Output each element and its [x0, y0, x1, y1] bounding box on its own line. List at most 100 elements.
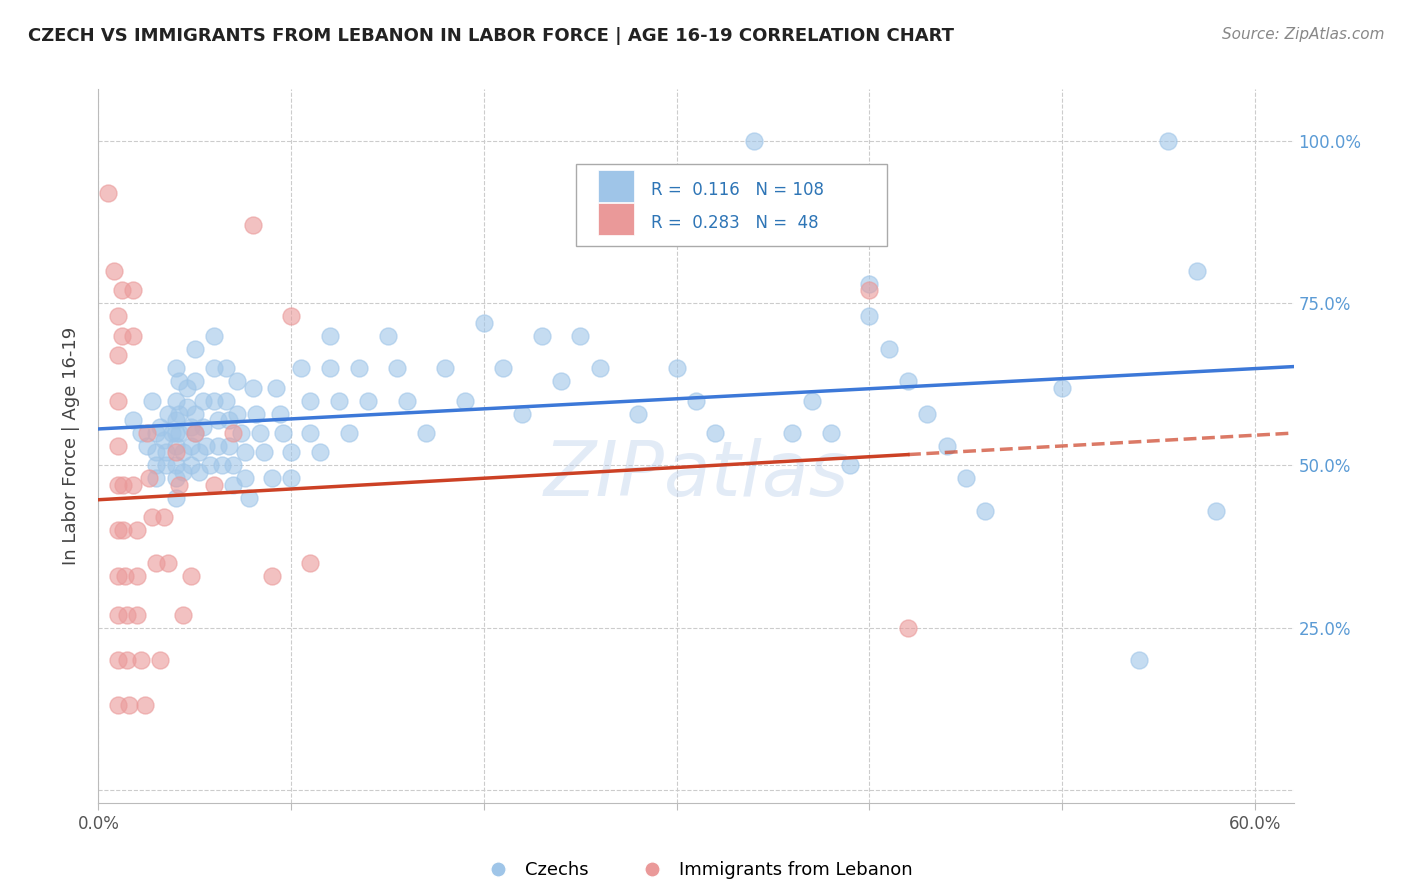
- Point: [169, 425, 191, 440]
- Point: [191, 419, 214, 434]
- Point: [149, 419, 172, 434]
- Point: [202, 361, 225, 376]
- Point: [165, 491, 187, 505]
- Point: [897, 621, 920, 635]
- Point: [1185, 264, 1208, 278]
- Point: [184, 374, 207, 388]
- Point: [153, 433, 176, 447]
- Point: [820, 425, 842, 440]
- Point: [172, 607, 194, 622]
- Point: [184, 425, 207, 440]
- Point: [273, 425, 295, 440]
- Point: [156, 556, 179, 570]
- Point: [858, 310, 880, 324]
- Point: [280, 471, 302, 485]
- Point: [141, 510, 163, 524]
- Point: [180, 419, 202, 434]
- Point: [165, 458, 187, 473]
- Point: [184, 342, 207, 356]
- Point: [1050, 381, 1073, 395]
- Point: [107, 524, 129, 538]
- Point: [117, 607, 139, 622]
- Point: [665, 361, 688, 376]
- Point: [395, 393, 418, 408]
- Point: [110, 328, 132, 343]
- Point: [110, 283, 132, 297]
- Point: [97, 186, 120, 200]
- Point: [858, 283, 880, 297]
- Point: [149, 653, 172, 667]
- Point: [328, 393, 350, 408]
- Point: [107, 568, 129, 582]
- Point: [269, 407, 291, 421]
- Point: [107, 653, 129, 667]
- Point: [249, 425, 271, 440]
- Point: [155, 445, 177, 459]
- Text: ZIPatlas: ZIPatlas: [543, 438, 849, 511]
- Point: [118, 698, 141, 713]
- Point: [935, 439, 957, 453]
- Point: [280, 310, 302, 324]
- Point: [103, 264, 125, 278]
- Point: [107, 310, 129, 324]
- Point: [233, 471, 256, 485]
- Point: [129, 425, 152, 440]
- Point: [347, 361, 370, 376]
- Point: [385, 361, 409, 376]
- Point: [226, 374, 249, 388]
- Point: [107, 478, 129, 492]
- Legend: Czechs, Immigrants from Lebanon: Czechs, Immigrants from Lebanon: [472, 855, 920, 887]
- Point: [214, 393, 236, 408]
- Point: [122, 413, 145, 427]
- Point: [114, 568, 136, 582]
- Point: [229, 425, 252, 440]
- Point: [107, 698, 129, 713]
- FancyBboxPatch shape: [598, 203, 634, 235]
- Point: [357, 393, 380, 408]
- Point: [145, 471, 167, 485]
- Point: [974, 504, 997, 518]
- Point: [187, 465, 209, 479]
- Point: [207, 413, 229, 427]
- Point: [169, 407, 191, 421]
- Point: [280, 445, 302, 459]
- Point: [917, 407, 939, 421]
- Point: [742, 134, 765, 148]
- Point: [627, 407, 650, 421]
- Point: [1205, 504, 1227, 518]
- Point: [155, 458, 177, 473]
- Point: [135, 425, 157, 440]
- Point: [290, 361, 312, 376]
- Point: [156, 407, 179, 421]
- Point: [238, 491, 260, 505]
- Point: [839, 458, 862, 473]
- Point: [125, 607, 148, 622]
- Point: [165, 439, 187, 453]
- Point: [145, 445, 167, 459]
- Point: [704, 425, 727, 440]
- Point: [299, 556, 322, 570]
- Point: [122, 478, 145, 492]
- Point: [434, 361, 457, 376]
- Point: [218, 413, 240, 427]
- Point: [180, 458, 202, 473]
- Point: [226, 407, 249, 421]
- FancyBboxPatch shape: [576, 164, 887, 246]
- Point: [260, 471, 283, 485]
- Point: [550, 374, 572, 388]
- Point: [242, 381, 264, 395]
- Point: [172, 465, 194, 479]
- Point: [169, 478, 191, 492]
- Text: Source: ZipAtlas.com: Source: ZipAtlas.com: [1222, 27, 1385, 42]
- Point: [202, 328, 225, 343]
- Point: [299, 425, 322, 440]
- Point: [222, 425, 245, 440]
- Point: [180, 439, 202, 453]
- Point: [200, 458, 222, 473]
- Point: [165, 361, 187, 376]
- Point: [264, 381, 287, 395]
- Point: [125, 568, 148, 582]
- Point: [800, 393, 823, 408]
- Point: [218, 439, 240, 453]
- Point: [242, 219, 264, 233]
